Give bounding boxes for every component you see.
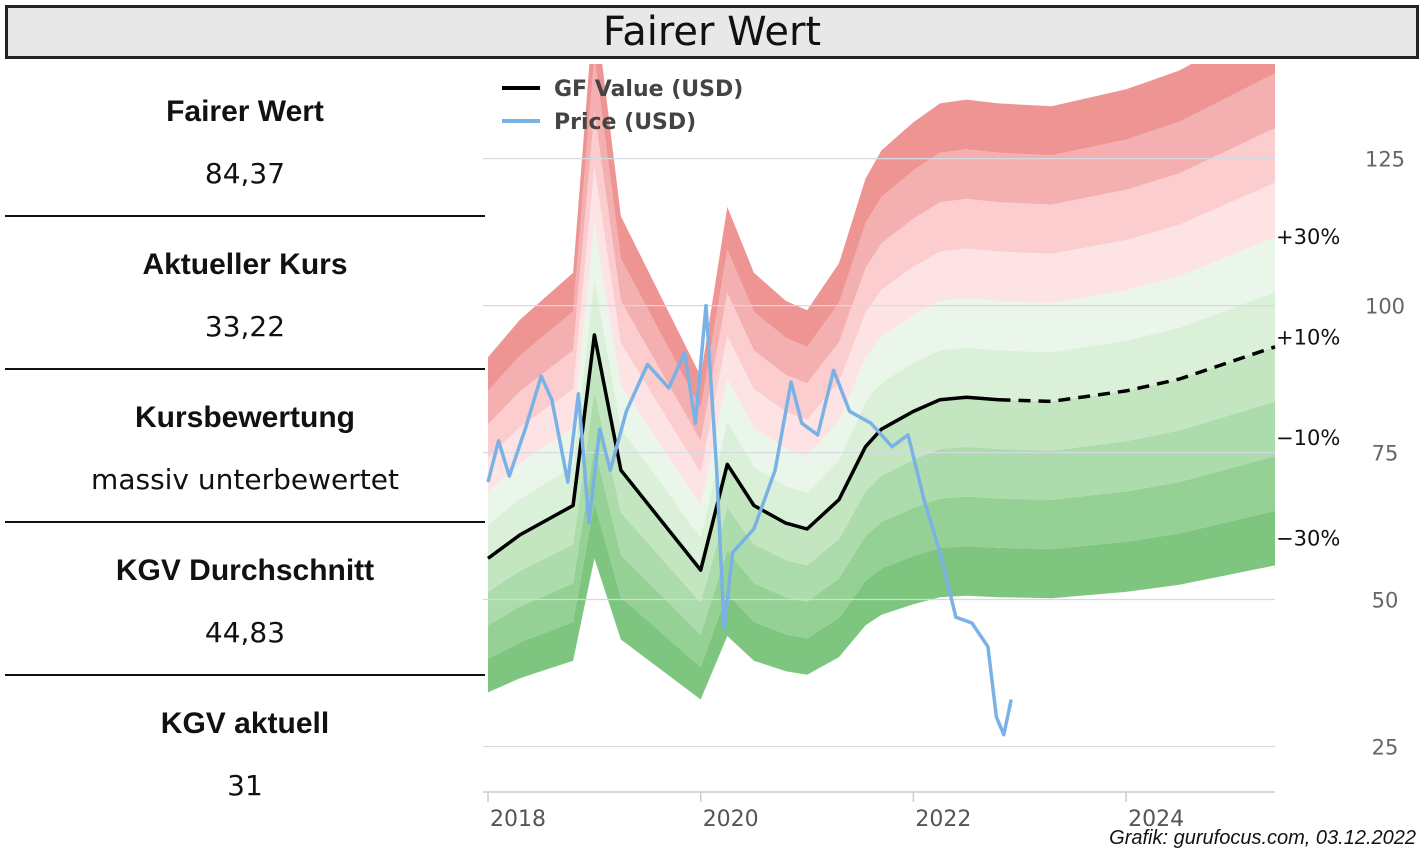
y-tick-label: 100 (1365, 295, 1405, 319)
chart-credit: Grafik: gurufocus.com, 03.12.2022 (1109, 827, 1416, 849)
valuation-band (488, 390, 1275, 635)
valuation-band (488, 502, 1275, 700)
valuation-bands (488, 64, 1275, 700)
valuation-band (488, 279, 1275, 571)
metric-label: Fairer Wert (166, 95, 324, 128)
price-line (486, 303, 1013, 737)
x-tick-label: 2024 (1128, 807, 1184, 832)
metric-current-pe: KGV aktuell 31 (5, 676, 485, 829)
x-tick-label: 2018 (490, 807, 546, 832)
metric-value: 31 (227, 769, 263, 802)
metric-value: 84,37 (204, 157, 286, 190)
y-tick-label: 75 (1372, 442, 1399, 466)
valuation-band (488, 64, 1275, 409)
band-label: −10% (1276, 426, 1340, 450)
x-tick-label: 2020 (703, 807, 759, 832)
metric-avg-pe: KGV Durchschnitt 44,83 (5, 523, 485, 676)
y-tick-label: 50 (1372, 589, 1399, 613)
legend-label: Price (USD) (554, 110, 696, 135)
metric-value: massiv unterbewertet (91, 463, 399, 496)
metric-label: KGV Durchschnitt (115, 554, 375, 587)
gridlines (483, 158, 1275, 748)
y-tick-label: 25 (1372, 735, 1399, 759)
y-tick-label: 125 (1365, 148, 1405, 172)
band-label: +30% (1276, 225, 1340, 249)
metric-value: 44,83 (204, 616, 286, 649)
metric-label: KGV aktuell (160, 707, 330, 740)
valuation-band (488, 167, 1275, 506)
metric-label: Kursbewertung (134, 401, 356, 434)
metric-value: 33,22 (204, 310, 286, 343)
x-tick-label: 2022 (915, 807, 971, 832)
band-label: +10% (1276, 326, 1340, 350)
metric-fair-value: Fairer Wert 84,37 (5, 64, 485, 217)
legend: GF Value (USD) Price (USD) (502, 77, 743, 135)
valuation-band (488, 446, 1275, 668)
metric-label: Aktueller Kurs (142, 248, 348, 281)
valuation-band (488, 335, 1275, 603)
metric-valuation: Kursbewertung massiv unterbewertet (5, 370, 485, 523)
axes: 25 50 75 100 125 +30% +10% −10% −30% 2018 2020 2022… (483, 148, 1405, 832)
valuation-band (488, 111, 1275, 474)
gf-value-chart: 25 50 75 100 125 +30% +10% −10% −30% 2018 2020 2022… (483, 64, 1405, 832)
page-title: Fairer Wert (5, 5, 1419, 59)
metrics-panel: Fairer Wert 84,37 Aktueller Kurs 33,22 K… (5, 64, 485, 829)
band-label: −30% (1276, 527, 1340, 551)
gf-value-projection-line (998, 345, 1276, 404)
gf-value-line (486, 333, 999, 572)
valuation-band (488, 223, 1275, 538)
legend-label: GF Value (USD) (554, 77, 743, 102)
metric-current-price: Aktueller Kurs 33,22 (5, 217, 485, 370)
series-lines (486, 303, 1276, 737)
